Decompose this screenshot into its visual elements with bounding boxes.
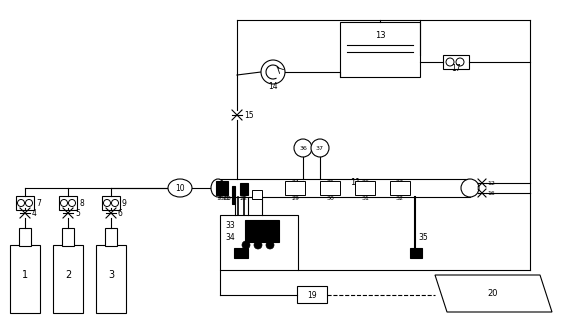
- Circle shape: [456, 58, 464, 66]
- Text: 20: 20: [488, 289, 498, 298]
- Circle shape: [242, 241, 250, 249]
- Circle shape: [103, 200, 111, 206]
- Text: 5: 5: [75, 209, 80, 217]
- Circle shape: [261, 60, 285, 84]
- Text: 25: 25: [326, 179, 334, 185]
- Text: 21: 21: [222, 196, 230, 202]
- Bar: [218, 179, 470, 197]
- Text: 23: 23: [254, 196, 262, 202]
- Text: 28: 28: [252, 195, 260, 201]
- Text: 14: 14: [268, 81, 278, 90]
- Text: 6: 6: [118, 209, 123, 217]
- Bar: [390, 181, 410, 195]
- Circle shape: [254, 241, 262, 249]
- Text: 08: 08: [224, 196, 232, 202]
- Circle shape: [26, 200, 32, 206]
- Text: 35: 35: [418, 233, 428, 242]
- Text: 36: 36: [299, 146, 307, 150]
- Text: 24: 24: [291, 179, 299, 185]
- Circle shape: [446, 58, 454, 66]
- Text: 11: 11: [350, 177, 360, 186]
- Circle shape: [311, 139, 329, 157]
- Circle shape: [111, 200, 118, 206]
- Bar: [96, 245, 126, 313]
- Bar: [240, 183, 248, 195]
- Text: 26: 26: [361, 179, 369, 185]
- Text: 13: 13: [375, 31, 385, 40]
- Text: 15: 15: [244, 110, 253, 119]
- Text: 34: 34: [225, 233, 235, 242]
- Text: 33: 33: [225, 221, 235, 230]
- Text: 8: 8: [79, 198, 84, 207]
- Bar: [340, 22, 420, 77]
- Text: 18: 18: [216, 196, 224, 202]
- Text: 19: 19: [307, 290, 317, 299]
- Circle shape: [294, 139, 312, 157]
- Bar: [320, 181, 340, 195]
- Text: 17: 17: [451, 63, 461, 72]
- Text: 1: 1: [22, 270, 28, 280]
- Text: 22: 22: [240, 196, 248, 202]
- Bar: [410, 248, 422, 258]
- Text: 32: 32: [396, 196, 404, 202]
- Text: 37: 37: [316, 146, 324, 150]
- Text: 16: 16: [487, 191, 495, 195]
- Text: 30: 30: [326, 196, 334, 202]
- Bar: [16, 196, 34, 210]
- Ellipse shape: [461, 179, 479, 197]
- Circle shape: [17, 200, 24, 206]
- Bar: [62, 228, 74, 246]
- Text: 12: 12: [487, 181, 495, 185]
- Bar: [232, 186, 235, 204]
- Ellipse shape: [211, 179, 225, 197]
- Text: 31: 31: [361, 196, 369, 202]
- Bar: [10, 245, 40, 313]
- Text: 9: 9: [122, 198, 127, 207]
- Bar: [216, 181, 228, 195]
- Text: 7: 7: [36, 198, 41, 207]
- Bar: [245, 220, 279, 242]
- Ellipse shape: [168, 179, 192, 197]
- Bar: [297, 286, 327, 303]
- Circle shape: [266, 241, 274, 249]
- Bar: [102, 196, 120, 210]
- Text: 27: 27: [396, 179, 404, 185]
- Circle shape: [68, 200, 75, 206]
- Bar: [105, 228, 117, 246]
- Bar: [355, 181, 375, 195]
- Bar: [443, 55, 469, 69]
- Text: 4: 4: [32, 209, 37, 217]
- Bar: [59, 196, 77, 210]
- Bar: [252, 190, 262, 199]
- Bar: [234, 248, 248, 258]
- Bar: [53, 245, 83, 313]
- Polygon shape: [435, 275, 552, 312]
- Bar: [19, 228, 31, 246]
- Bar: [220, 215, 298, 270]
- Text: 2: 2: [65, 270, 71, 280]
- Circle shape: [60, 200, 67, 206]
- Text: 3: 3: [108, 270, 114, 280]
- Text: 29: 29: [291, 196, 299, 202]
- Bar: [285, 181, 305, 195]
- Text: 10: 10: [175, 184, 185, 193]
